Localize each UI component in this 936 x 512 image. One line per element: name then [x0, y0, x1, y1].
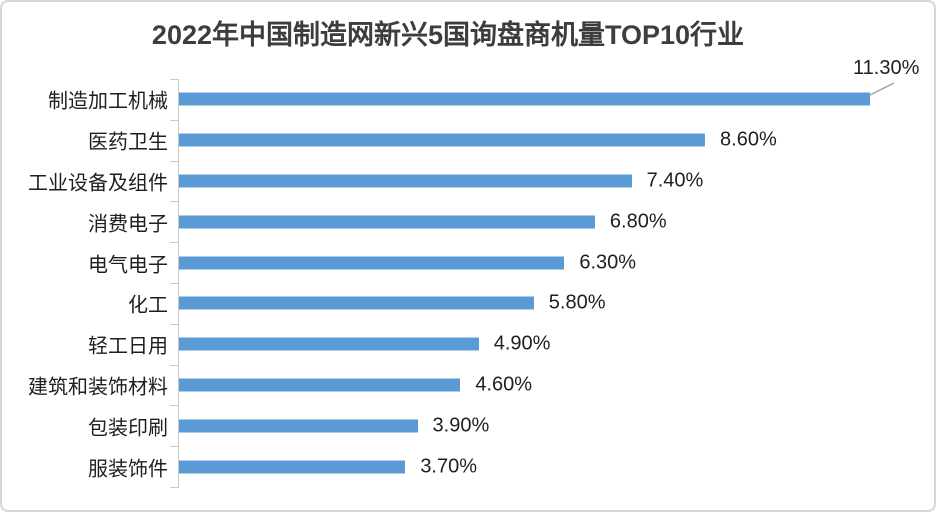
chart-title: 2022年中国制造网新兴5国询盘商机量TOP10行业 — [151, 20, 745, 50]
axis-tick — [170, 405, 179, 407]
axis-tick — [170, 119, 179, 121]
callout-value-label: 11.30% — [853, 57, 920, 79]
bar — [179, 174, 632, 188]
axis-tick — [170, 323, 179, 325]
bar — [179, 92, 871, 106]
axis-tick — [170, 364, 179, 366]
value-label: 7.40% — [646, 169, 704, 192]
bar — [179, 133, 706, 147]
bar-row: 建筑和装饰材料 4.60% — [2, 365, 934, 406]
category-label: 建筑和装饰材料 — [28, 376, 168, 399]
category-label: 轻工日用 — [88, 335, 168, 358]
bar-row: 医药卫生 8.60% — [2, 120, 934, 161]
axis-tick — [170, 487, 179, 488]
category-label: 制造加工机械 — [48, 90, 168, 113]
value-label: 8.60% — [720, 128, 777, 151]
value-label: 3.90% — [432, 414, 490, 437]
axis-tick — [170, 160, 179, 162]
axis-tick — [170, 201, 179, 203]
bar — [179, 337, 479, 351]
category-label: 消费电子 — [88, 213, 168, 236]
bar-row: 制造加工机械 — [2, 79, 934, 120]
category-label: 包装印刷 — [88, 417, 168, 440]
bar-row: 化工 5.80% — [2, 283, 934, 324]
axis-tick — [170, 446, 179, 448]
bar-row: 轻工日用 4.90% — [2, 324, 934, 365]
axis-tick — [170, 242, 179, 244]
category-label: 工业设备及组件 — [28, 172, 168, 195]
bar — [179, 419, 418, 433]
value-label: 3.70% — [420, 455, 478, 478]
bar-row: 消费电子 6.80% — [2, 201, 934, 242]
bar — [179, 256, 565, 270]
category-label: 医药卫生 — [88, 131, 168, 154]
bar — [179, 460, 406, 474]
value-label: 6.30% — [579, 251, 637, 274]
bar-row: 工业设备及组件 7.40% — [2, 161, 934, 202]
bar-row: 电气电子 6.30% — [2, 242, 934, 283]
bar-row: 服装饰件 3.70% — [2, 446, 934, 487]
leader-line — [869, 82, 895, 96]
bar — [179, 296, 534, 310]
value-label: 4.90% — [493, 332, 551, 355]
category-label: 服装饰件 — [88, 458, 168, 481]
value-label: 4.60% — [475, 373, 533, 396]
value-label: 6.80% — [609, 210, 667, 233]
axis-tick — [170, 283, 179, 284]
axis-tick — [170, 79, 179, 80]
bar — [179, 378, 461, 392]
bar — [179, 215, 595, 229]
category-label: 化工 — [128, 294, 168, 317]
value-label: 5.80% — [548, 291, 606, 314]
category-label: 电气电子 — [88, 254, 168, 277]
bar-row: 包装印刷 3.90% — [2, 405, 934, 446]
